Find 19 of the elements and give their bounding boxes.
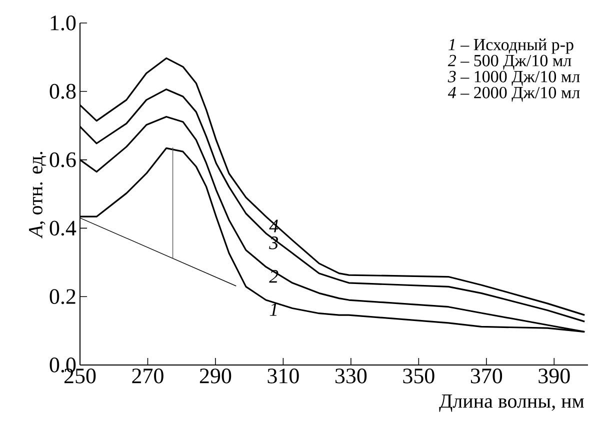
x-tick-label: 390 — [538, 368, 570, 384]
y-tick-label: 0.2 — [50, 289, 76, 304]
x-tick-label: 310 — [268, 368, 299, 384]
y-tick-label: 1.0 — [50, 16, 76, 30]
series-label: 1 — [270, 303, 277, 316]
annotation: 2 – 500 Дж/10 мл — [448, 54, 572, 70]
y-tick-label: 0.6 — [50, 152, 76, 168]
y-axis-title: A, отн. ед. — [29, 152, 46, 239]
annotation: 3 – 1000 Дж/10 мл — [448, 70, 580, 86]
annotation: 1 – Исходный р-р — [448, 38, 574, 54]
annotation: 4 – 2000 Дж/10 мл — [448, 86, 580, 102]
y-tick-label: 0.4 — [50, 220, 76, 236]
x-axis-title: Длина волны, нм — [439, 394, 584, 412]
x-tick-label: 350 — [403, 368, 434, 384]
x-tick-label: 270 — [132, 368, 164, 384]
x-tick-label: 370 — [470, 368, 502, 384]
y-tick-label: 0.8 — [50, 84, 76, 99]
x-tick-label: 330 — [335, 368, 367, 384]
x-tick-label: 290 — [200, 368, 232, 384]
